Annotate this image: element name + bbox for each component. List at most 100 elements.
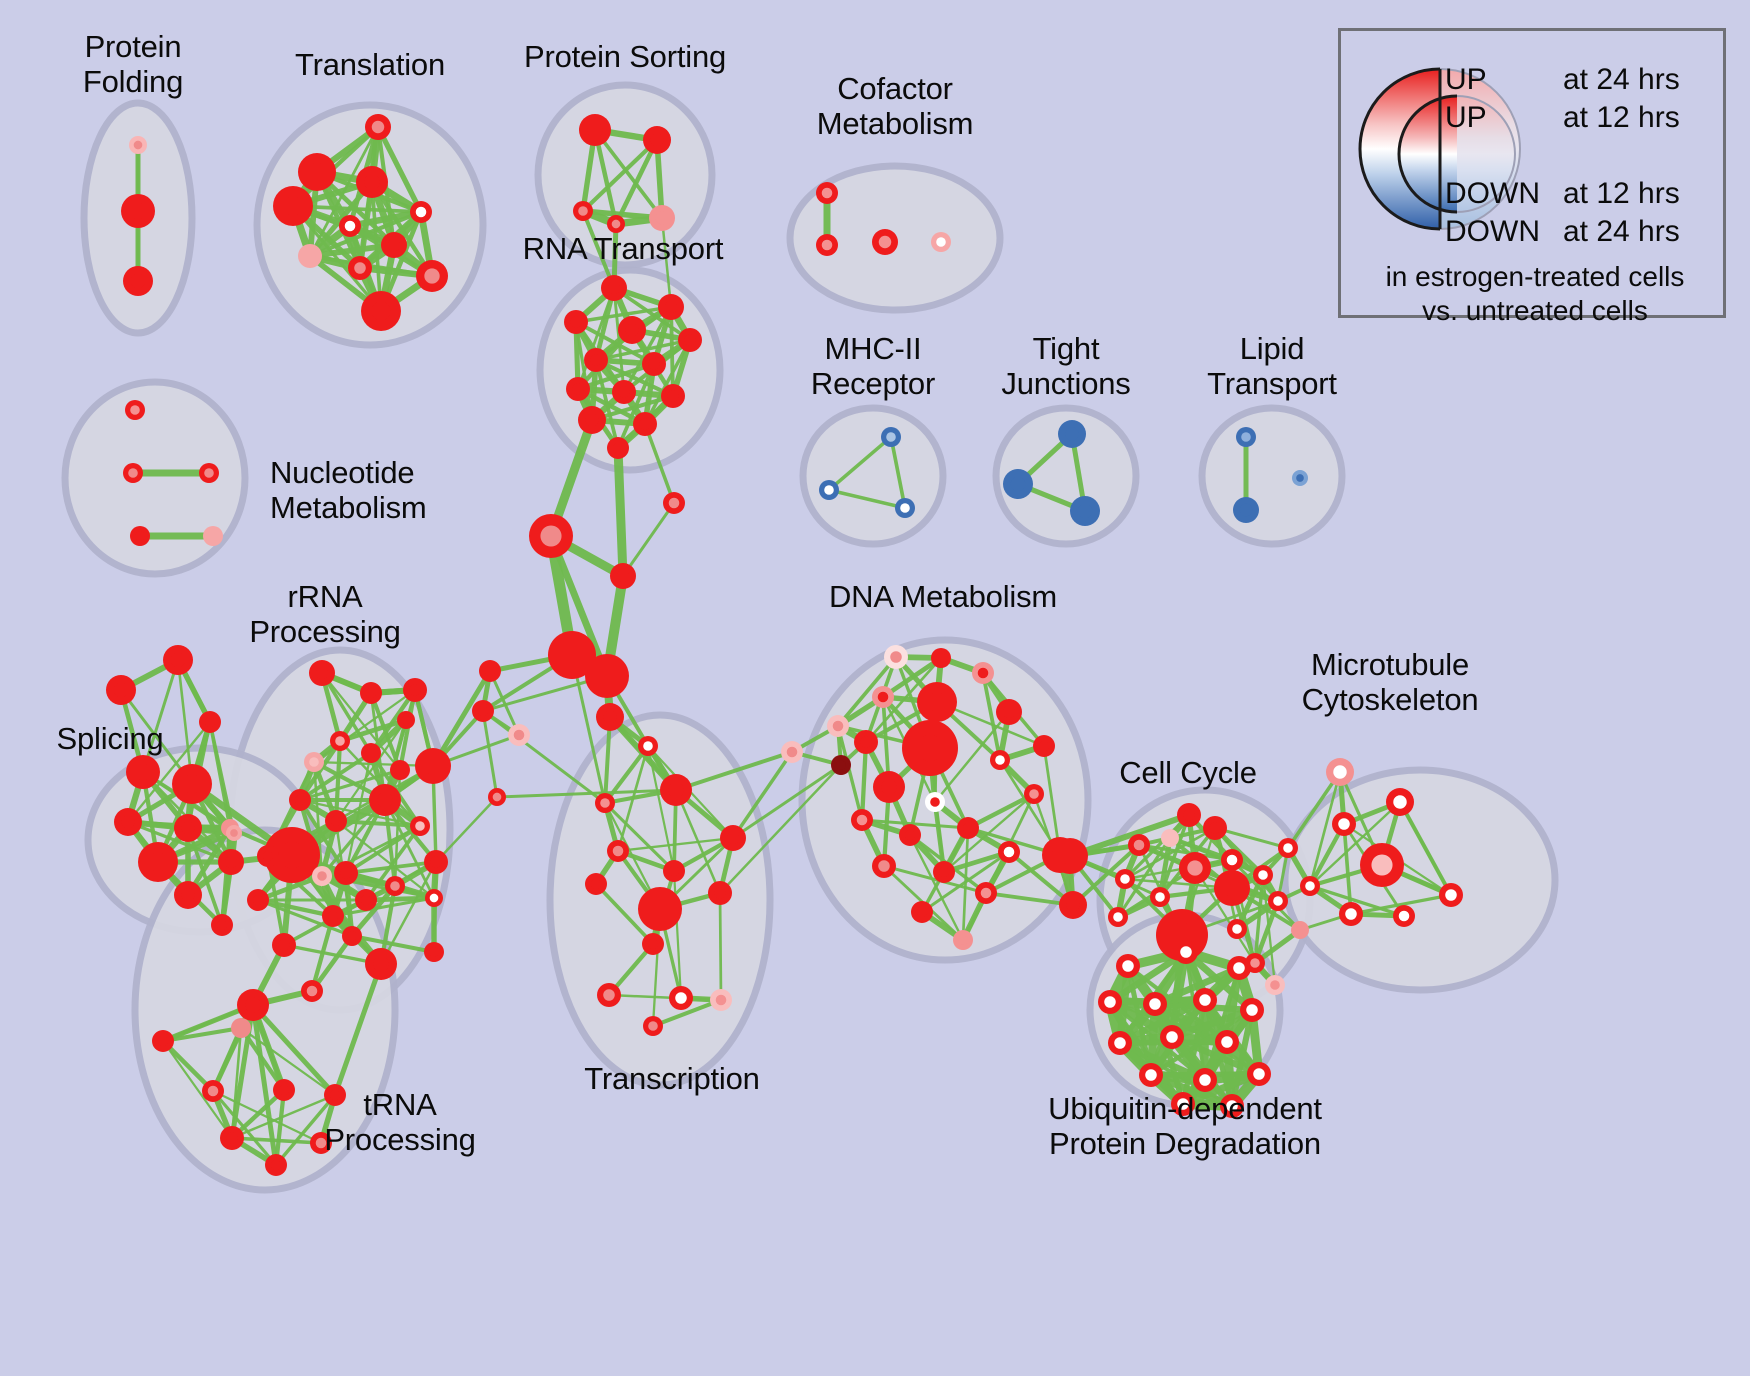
network-node[interactable]	[1150, 887, 1170, 907]
network-node[interactable]	[1128, 834, 1150, 856]
network-node[interactable]	[618, 316, 646, 344]
network-node[interactable]	[361, 743, 381, 763]
network-node[interactable]	[643, 1016, 663, 1036]
network-node[interactable]	[642, 352, 666, 376]
network-node[interactable]	[816, 234, 838, 256]
network-node[interactable]	[257, 845, 279, 867]
network-node[interactable]	[1058, 420, 1086, 448]
network-node[interactable]	[708, 881, 732, 905]
network-node[interactable]	[584, 348, 608, 372]
network-node[interactable]	[895, 498, 915, 518]
network-node[interactable]	[1070, 496, 1100, 526]
network-node[interactable]	[1332, 812, 1356, 836]
network-node[interactable]	[129, 136, 147, 154]
network-node[interactable]	[172, 764, 212, 804]
network-node[interactable]	[925, 792, 945, 812]
network-node[interactable]	[365, 114, 391, 140]
network-node[interactable]	[381, 232, 407, 258]
network-node[interactable]	[301, 980, 323, 1002]
network-node[interactable]	[424, 850, 448, 874]
network-node[interactable]	[720, 825, 746, 851]
network-node[interactable]	[998, 841, 1020, 863]
network-node[interactable]	[643, 126, 671, 154]
network-node[interactable]	[356, 166, 388, 198]
network-node[interactable]	[884, 645, 908, 669]
network-node[interactable]	[601, 275, 627, 301]
network-node[interactable]	[390, 760, 410, 780]
network-node[interactable]	[1059, 891, 1087, 919]
network-node[interactable]	[881, 427, 901, 447]
network-node[interactable]	[138, 842, 178, 882]
network-node[interactable]	[585, 654, 629, 698]
network-node[interactable]	[121, 194, 155, 228]
network-node[interactable]	[660, 774, 692, 806]
network-node[interactable]	[361, 291, 401, 331]
network-node[interactable]	[931, 232, 951, 252]
network-node[interactable]	[1268, 891, 1288, 911]
network-node[interactable]	[1193, 988, 1217, 1012]
network-node[interactable]	[199, 463, 219, 483]
network-node[interactable]	[1177, 803, 1201, 827]
network-node[interactable]	[410, 816, 430, 836]
network-node[interactable]	[1193, 1068, 1217, 1092]
network-node[interactable]	[365, 948, 397, 980]
network-node[interactable]	[1052, 838, 1088, 874]
network-node[interactable]	[1143, 992, 1167, 1016]
network-node[interactable]	[1360, 843, 1404, 887]
network-node[interactable]	[355, 889, 377, 911]
network-node[interactable]	[231, 1018, 251, 1038]
network-node[interactable]	[1215, 1030, 1239, 1054]
network-node[interactable]	[872, 854, 896, 878]
network-node[interactable]	[957, 817, 979, 839]
network-node[interactable]	[649, 205, 675, 231]
network-node[interactable]	[1221, 849, 1243, 871]
network-node[interactable]	[917, 682, 957, 722]
network-node[interactable]	[322, 905, 344, 927]
network-node[interactable]	[202, 1080, 224, 1102]
network-node[interactable]	[642, 933, 664, 955]
network-node[interactable]	[1171, 1092, 1195, 1116]
network-node[interactable]	[1174, 940, 1198, 964]
network-node[interactable]	[933, 861, 955, 883]
network-node[interactable]	[416, 260, 448, 292]
network-node[interactable]	[163, 645, 193, 675]
network-node[interactable]	[203, 526, 223, 546]
network-node[interactable]	[781, 741, 803, 763]
network-node[interactable]	[174, 881, 202, 909]
network-node[interactable]	[472, 700, 494, 722]
network-node[interactable]	[831, 755, 851, 775]
network-node[interactable]	[658, 294, 684, 320]
network-node[interactable]	[488, 788, 506, 806]
network-node[interactable]	[199, 711, 221, 733]
network-node[interactable]	[872, 686, 894, 708]
network-node[interactable]	[529, 514, 573, 558]
network-node[interactable]	[975, 882, 997, 904]
network-node[interactable]	[1179, 852, 1211, 884]
network-node[interactable]	[174, 814, 202, 842]
network-node[interactable]	[1214, 870, 1250, 906]
network-node[interactable]	[595, 793, 615, 813]
network-node[interactable]	[309, 660, 335, 686]
network-node[interactable]	[324, 1084, 346, 1106]
network-node[interactable]	[1278, 838, 1298, 858]
network-node[interactable]	[424, 942, 444, 962]
network-node[interactable]	[854, 730, 878, 754]
network-node[interactable]	[1108, 1031, 1132, 1055]
network-node[interactable]	[264, 827, 320, 883]
network-node[interactable]	[126, 755, 160, 789]
network-node[interactable]	[272, 933, 296, 957]
network-node[interactable]	[573, 201, 593, 221]
network-node[interactable]	[1116, 954, 1140, 978]
network-node[interactable]	[564, 310, 588, 334]
network-node[interactable]	[873, 771, 905, 803]
network-node[interactable]	[298, 244, 322, 268]
network-node[interactable]	[1033, 735, 1055, 757]
network-node[interactable]	[953, 930, 973, 950]
network-node[interactable]	[578, 406, 606, 434]
network-node[interactable]	[1115, 869, 1135, 889]
network-node[interactable]	[1236, 427, 1256, 447]
network-node[interactable]	[218, 849, 244, 875]
network-node[interactable]	[638, 736, 658, 756]
network-node[interactable]	[1227, 919, 1247, 939]
network-node[interactable]	[410, 201, 432, 223]
